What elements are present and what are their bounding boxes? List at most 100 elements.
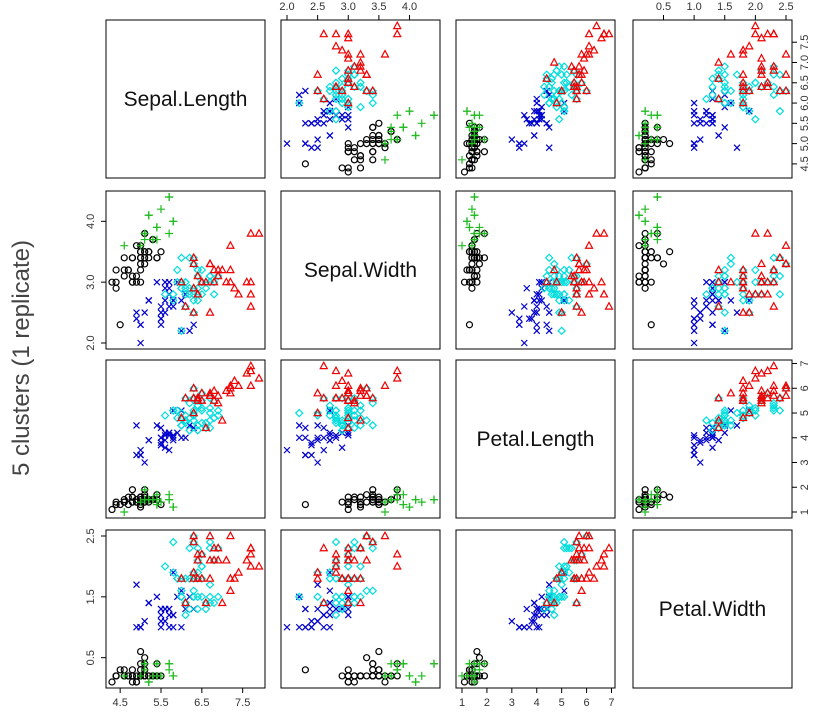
- data-point-diamond-cluster-4: [368, 421, 378, 430]
- data-point-cross-cluster-3: [314, 144, 322, 152]
- data-point-cross-cluster-3: [696, 439, 704, 447]
- data-point-circle-cluster-1: [136, 278, 145, 286]
- data-point-triangle-cluster-5: [572, 93, 582, 103]
- data-point-circle-cluster-1: [338, 498, 346, 506]
- data-point-diamond-cluster-4: [201, 283, 211, 293]
- data-point-triangle-cluster-5: [246, 228, 256, 237]
- right-tick-label-petal-length: 7: [799, 360, 811, 366]
- data-point-triangle-cluster-5: [738, 69, 748, 78]
- data-point-plus-cluster-2: [144, 495, 153, 504]
- data-point-triangle-cluster-5: [582, 85, 592, 95]
- top-tick-label-petal-width: 0.5: [656, 1, 671, 13]
- data-point-triangle-cluster-5: [355, 573, 366, 582]
- data-point-plus-cluster-2: [641, 503, 650, 512]
- data-point-plus-cluster-2: [136, 241, 145, 250]
- data-point-triangle-cluster-5: [738, 77, 748, 86]
- data-point-plus-cluster-2: [653, 229, 662, 238]
- data-point-plus-cluster-2: [653, 123, 662, 132]
- data-point-diamond-cluster-4: [325, 106, 335, 116]
- data-point-diamond-cluster-4: [205, 403, 215, 413]
- panel-petal-width-vs-petal-length: [455, 529, 616, 689]
- data-point-cross-cluster-3: [314, 434, 322, 442]
- data-point-plus-cluster-2: [381, 498, 389, 507]
- data-point-circle-cluster-1: [647, 248, 655, 256]
- data-point-triangle-cluster-5: [756, 289, 767, 298]
- data-point-cross-cluster-3: [696, 309, 704, 317]
- data-point-diamond-cluster-4: [325, 82, 335, 92]
- data-point-cross-cluster-3: [332, 431, 340, 439]
- data-point-circle-cluster-1: [350, 156, 358, 164]
- axes-layer: 2.0 2.5 3.0 3.5 4.0 0.5 1.0 1.5 2.0 2.5 4.5 5.5 6.5 7…: [85, 1, 811, 709]
- data-point-circle-cluster-1: [356, 140, 365, 148]
- data-point-triangle-cluster-5: [726, 277, 736, 286]
- data-point-diamond-cluster-4: [726, 86, 736, 96]
- data-point-circle-cluster-1: [468, 254, 476, 262]
- data-point-diamond-cluster-4: [331, 393, 341, 403]
- data-point-cross-cluster-3: [344, 431, 352, 439]
- data-point-diamond-cluster-4: [193, 604, 203, 614]
- data-point-triangle-cluster-5: [569, 65, 579, 74]
- data-point-circle-cluster-1: [647, 160, 655, 168]
- data-point-triangle-cluster-5: [229, 375, 240, 385]
- data-point-triangle-cluster-5: [319, 597, 329, 607]
- data-point-diamond-cluster-4: [350, 423, 359, 433]
- data-point-diamond-cluster-4: [557, 568, 567, 577]
- data-point-triangle-cluster-5: [569, 277, 579, 286]
- data-point-triangle-cluster-5: [744, 289, 754, 298]
- data-point-circle-cluster-1: [136, 266, 145, 274]
- data-point-circle-cluster-1: [369, 156, 377, 164]
- data-point-diamond-cluster-4: [193, 271, 203, 281]
- data-point-diamond-cluster-4: [331, 610, 341, 620]
- data-point-diamond-cluster-4: [331, 574, 341, 583]
- data-point-triangle-cluster-5: [584, 29, 594, 38]
- data-point-diamond-cluster-4: [582, 86, 591, 96]
- data-point-diamond-cluster-4: [160, 562, 170, 571]
- data-point-triangle-cluster-5: [589, 573, 599, 582]
- data-point-triangle-cluster-5: [213, 398, 223, 407]
- top-tick-label-sepal-width: 2.0: [279, 1, 294, 13]
- data-point-triangle-cluster-5: [189, 407, 199, 417]
- data-point-cross-cluster-3: [177, 296, 185, 304]
- data-point-diamond-cluster-4: [185, 604, 194, 614]
- data-point-triangle-cluster-5: [380, 380, 390, 389]
- data-point-plus-cluster-2: [480, 135, 489, 144]
- data-point-cross-cluster-3: [530, 296, 538, 304]
- data-point-diamond-cluster-4: [193, 296, 203, 305]
- data-point-diamond-cluster-4: [189, 592, 199, 602]
- data-point-cross-cluster-3: [141, 459, 149, 466]
- data-point-plus-cluster-2: [169, 671, 178, 680]
- data-point-diamond-cluster-4: [213, 411, 223, 420]
- panels-layer: Sepal.Length Sepal.Width Petal.Length Petal…: [105, 19, 793, 689]
- data-point-diamond-cluster-4: [732, 277, 742, 287]
- data-point-cross-cluster-3: [157, 439, 165, 447]
- data-point-triangle-cluster-5: [756, 393, 767, 402]
- panel-sepal-length-vs-petal-length: [455, 19, 616, 179]
- data-point-triangle-cluster-5: [205, 258, 215, 268]
- data-point-cross-cluster-3: [535, 623, 543, 631]
- data-point-triangle-cluster-5: [319, 93, 329, 103]
- data-point-triangle-cluster-5: [769, 65, 779, 74]
- data-point-triangle-cluster-5: [225, 264, 235, 274]
- data-point-diamond-cluster-4: [720, 416, 730, 425]
- data-point-triangle-cluster-5: [726, 49, 736, 58]
- data-point-triangle-cluster-5: [176, 573, 186, 582]
- data-point-cross-cluster-3: [301, 623, 309, 631]
- data-point-diamond-cluster-4: [720, 408, 730, 418]
- data-point-circle-cluster-1: [145, 248, 153, 256]
- data-point-diamond-cluster-4: [350, 598, 359, 608]
- data-point-cross-cluster-3: [141, 617, 149, 625]
- data-point-plus-cluster-2: [653, 500, 662, 509]
- data-point-cross-cluster-3: [137, 321, 145, 329]
- right-tick-label-sepal-length: 4.5: [799, 156, 811, 171]
- data-point-diamond-cluster-4: [331, 592, 341, 602]
- data-point-cross-cluster-3: [538, 111, 546, 119]
- data-point-triangle-cluster-5: [569, 77, 579, 86]
- data-point-circle-cluster-1: [350, 496, 358, 504]
- data-point-cross-cluster-3: [137, 339, 145, 347]
- data-point-cross-cluster-3: [283, 446, 291, 454]
- data-point-triangle-cluster-5: [738, 81, 748, 91]
- data-point-diamond-cluster-4: [356, 102, 365, 112]
- data-point-diamond-cluster-4: [544, 253, 554, 263]
- data-point-circle-cluster-1: [132, 678, 141, 686]
- data-point-plus-cluster-2: [653, 111, 662, 120]
